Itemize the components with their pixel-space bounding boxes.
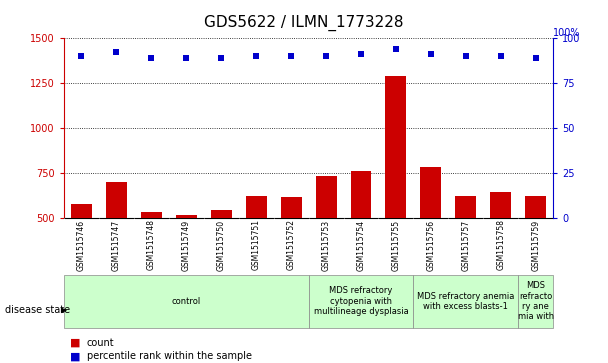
Bar (413, 275, 518, 328)
Text: GSM1515749: GSM1515749 (182, 220, 191, 270)
Text: GSM1515753: GSM1515753 (322, 220, 331, 270)
Text: GSM1515748: GSM1515748 (147, 220, 156, 270)
Bar (316, 176, 337, 218)
Text: MDS refractory
cytopenia with
multilineage dysplasia: MDS refractory cytopenia with multilinea… (314, 286, 409, 316)
Text: GSM1515750: GSM1515750 (216, 220, 226, 270)
Text: percentile rank within the sample: percentile rank within the sample (87, 351, 252, 362)
Bar (525, 196, 546, 218)
Text: disease state: disease state (5, 305, 70, 315)
Text: GSM1515754: GSM1515754 (356, 220, 365, 270)
Text: ■: ■ (70, 351, 80, 362)
Text: GSM1515757: GSM1515757 (461, 220, 471, 270)
Text: GSM1515752: GSM1515752 (286, 220, 295, 270)
Bar (64, 275, 308, 328)
Text: GSM1515759: GSM1515759 (531, 220, 541, 270)
Bar (280, 197, 302, 218)
Bar (71, 204, 92, 218)
Text: GSM1515756: GSM1515756 (426, 220, 435, 270)
Bar (308, 275, 413, 328)
Text: 100%: 100% (553, 28, 581, 38)
Bar (141, 212, 162, 218)
Text: GSM1515755: GSM1515755 (392, 220, 401, 270)
Bar (490, 192, 511, 218)
Bar (210, 210, 232, 218)
Bar (518, 275, 553, 328)
Text: GSM1515747: GSM1515747 (112, 220, 121, 270)
Text: GSM1515751: GSM1515751 (252, 220, 261, 270)
Bar (176, 215, 196, 218)
Text: control: control (171, 297, 201, 306)
Text: GDS5622 / ILMN_1773228: GDS5622 / ILMN_1773228 (204, 15, 404, 31)
Text: count: count (87, 338, 114, 348)
Text: MDS
refracto
ry ane
mia with: MDS refracto ry ane mia with (518, 281, 554, 321)
Bar (246, 196, 266, 218)
Bar (106, 182, 126, 218)
Bar (420, 167, 441, 218)
Text: MDS refractory anemia
with excess blasts-1: MDS refractory anemia with excess blasts… (417, 291, 514, 311)
Bar (385, 76, 406, 218)
Text: GSM1515746: GSM1515746 (77, 220, 86, 270)
Bar (350, 171, 371, 218)
Text: GSM1515758: GSM1515758 (496, 220, 505, 270)
Bar (455, 196, 477, 218)
Text: ■: ■ (70, 338, 80, 348)
